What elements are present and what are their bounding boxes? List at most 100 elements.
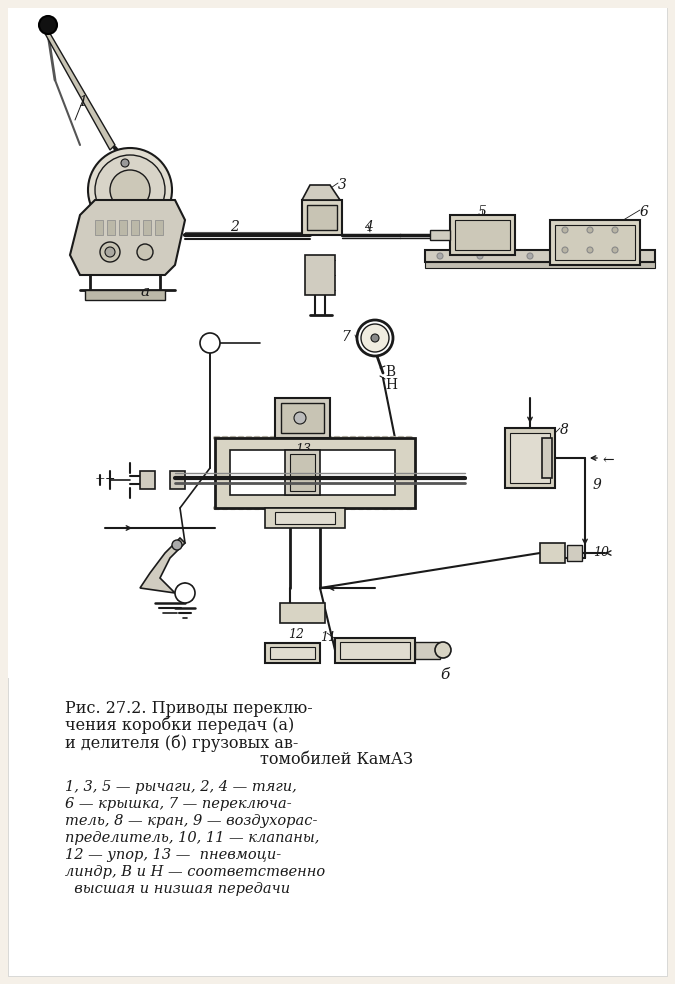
Circle shape <box>137 244 153 260</box>
Bar <box>140 471 155 489</box>
Bar <box>510 433 550 483</box>
Text: и делителя (б) грузовых ав-: и делителя (б) грузовых ав- <box>65 734 298 752</box>
Polygon shape <box>140 538 185 593</box>
Text: В: В <box>385 365 395 379</box>
Bar <box>155 220 163 235</box>
Bar <box>307 205 337 230</box>
Circle shape <box>200 333 220 353</box>
Bar <box>415 642 440 659</box>
Circle shape <box>477 253 483 259</box>
Bar <box>450 215 515 255</box>
Bar <box>280 603 325 623</box>
Circle shape <box>587 247 593 253</box>
Bar <box>143 220 151 235</box>
Bar <box>290 454 315 491</box>
Text: Н: Н <box>385 378 397 392</box>
Text: 12: 12 <box>288 628 304 641</box>
Bar <box>8 308 667 678</box>
Text: 10: 10 <box>593 546 609 559</box>
Text: 4: 4 <box>364 220 373 234</box>
Circle shape <box>294 412 306 424</box>
Circle shape <box>437 253 443 259</box>
Bar <box>8 8 667 308</box>
Polygon shape <box>302 185 340 200</box>
Bar <box>275 512 335 524</box>
Circle shape <box>121 159 129 167</box>
Text: томобилей КамАЗ: томобилей КамАЗ <box>261 751 414 768</box>
Text: тель, 8 — кран, 9 — воздухорас-: тель, 8 — кран, 9 — воздухорас- <box>65 814 317 828</box>
Bar <box>550 220 640 265</box>
Text: б: б <box>440 668 450 682</box>
Text: чения коробки передач (а): чения коробки передач (а) <box>65 717 294 734</box>
Bar <box>285 450 320 495</box>
Text: линдр, В и Н — соответственно: линдр, В и Н — соответственно <box>65 865 325 879</box>
Text: 13: 13 <box>295 443 311 456</box>
Text: 6 — крышка, 7 — переключа-: 6 — крышка, 7 — переключа- <box>65 797 292 811</box>
Circle shape <box>39 16 57 34</box>
Circle shape <box>577 253 583 259</box>
Bar <box>340 642 410 659</box>
Circle shape <box>371 334 379 342</box>
Polygon shape <box>70 200 185 275</box>
Circle shape <box>612 227 618 233</box>
Text: 3: 3 <box>338 178 347 192</box>
Bar <box>455 220 510 250</box>
Bar <box>275 398 330 438</box>
Bar <box>425 250 655 262</box>
Circle shape <box>110 170 150 210</box>
Bar <box>85 290 165 300</box>
Text: 9: 9 <box>593 478 602 492</box>
Text: 1, 3, 5 — рычаги, 2, 4 — тяги,: 1, 3, 5 — рычаги, 2, 4 — тяги, <box>65 780 297 794</box>
Text: 1: 1 <box>78 95 87 109</box>
Text: 8: 8 <box>560 423 569 437</box>
Bar <box>555 225 635 260</box>
Text: 2: 2 <box>231 220 240 234</box>
Text: 7: 7 <box>341 330 350 344</box>
Bar <box>107 220 115 235</box>
Text: высшая и низшая передачи: высшая и низшая передачи <box>65 882 290 896</box>
Bar <box>302 200 342 235</box>
Circle shape <box>357 320 393 356</box>
Bar <box>265 643 320 663</box>
Text: 5: 5 <box>478 205 487 219</box>
Text: 11: 11 <box>320 631 336 644</box>
Bar <box>265 508 345 528</box>
Circle shape <box>361 324 389 352</box>
Bar <box>542 438 552 478</box>
Text: 12 — упор, 13 —  пневмоци-: 12 — упор, 13 — пневмоци- <box>65 848 281 862</box>
Text: 6: 6 <box>640 205 649 219</box>
Bar <box>281 403 324 433</box>
Circle shape <box>88 148 172 232</box>
Text: а: а <box>140 285 150 299</box>
Bar <box>540 543 565 563</box>
Text: пределитель, 10, 11 — клапаны,: пределитель, 10, 11 — клапаны, <box>65 831 319 845</box>
Circle shape <box>587 227 593 233</box>
Bar <box>425 262 655 268</box>
Bar <box>335 638 415 663</box>
Polygon shape <box>43 30 115 150</box>
Circle shape <box>172 540 182 550</box>
Text: ←: ← <box>602 453 614 467</box>
Text: Рис. 27.2. Приводы переклю-: Рис. 27.2. Приводы переклю- <box>65 700 313 717</box>
Circle shape <box>100 242 120 262</box>
Bar <box>430 230 450 240</box>
Bar <box>131 220 139 235</box>
Bar <box>505 428 555 488</box>
Circle shape <box>562 227 568 233</box>
Bar <box>170 471 185 489</box>
Circle shape <box>435 642 451 658</box>
Bar <box>567 545 582 561</box>
Bar <box>305 255 335 295</box>
Circle shape <box>627 253 633 259</box>
Bar <box>119 220 127 235</box>
Bar <box>95 220 103 235</box>
Circle shape <box>175 583 195 603</box>
Circle shape <box>562 247 568 253</box>
Circle shape <box>95 155 165 225</box>
Circle shape <box>612 247 618 253</box>
Text: −: − <box>105 473 115 486</box>
Circle shape <box>527 253 533 259</box>
Bar <box>215 438 415 508</box>
Bar <box>270 647 315 659</box>
Bar <box>230 450 395 495</box>
